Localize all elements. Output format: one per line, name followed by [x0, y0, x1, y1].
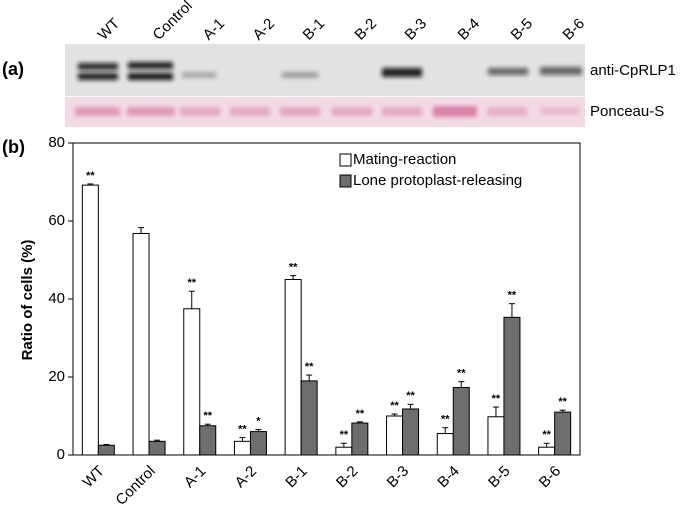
y-tick-label: 20 — [48, 368, 65, 385]
bar — [148, 440, 166, 456]
x-tick-label: WT — [79, 463, 108, 492]
blot-row-label: anti-CpRLP1 — [590, 62, 676, 79]
x-tick-label: B-4 — [434, 463, 463, 492]
x-tick-label: B-3 — [384, 463, 413, 492]
significance-label: ** — [305, 361, 314, 373]
significance-label: ** — [238, 423, 247, 435]
y-tick-label: 60 — [48, 212, 65, 229]
bar — [284, 279, 302, 456]
x-tick-label: A-1 — [181, 463, 210, 492]
lane-label: B-1 — [300, 15, 329, 44]
bar — [97, 444, 115, 456]
significance-label: ** — [390, 400, 399, 412]
significance-label: ** — [406, 390, 415, 402]
significance-label: ** — [203, 410, 212, 422]
x-tick-label: B-2 — [333, 463, 362, 492]
significance-label: ** — [356, 408, 365, 420]
legend-swatch — [339, 174, 352, 188]
bar — [554, 411, 572, 456]
bar — [335, 446, 353, 456]
significance-label: * — [256, 416, 261, 428]
y-tick-label: 80 — [48, 134, 65, 151]
x-tick-label: B-5 — [485, 463, 514, 492]
bar — [487, 416, 505, 456]
bar — [503, 316, 521, 456]
panel-label: (b) — [2, 137, 25, 157]
bar — [249, 431, 267, 456]
legend-swatch — [339, 153, 352, 167]
lane-label: B-3 — [402, 15, 431, 44]
x-tick-label: Control — [112, 463, 158, 509]
legend-label: Mating-reaction — [353, 151, 456, 168]
significance-label: ** — [542, 429, 551, 441]
bar — [538, 446, 556, 456]
significance-label: ** — [289, 262, 298, 274]
bar — [183, 308, 201, 456]
y-tick-label: 0 — [57, 446, 65, 463]
significance-label: ** — [340, 429, 349, 441]
y-tick-label: 40 — [48, 290, 65, 307]
lane-label: B-6 — [560, 15, 589, 44]
significance-label: ** — [492, 393, 501, 405]
bar — [386, 415, 404, 456]
bar — [351, 422, 369, 456]
y-axis-label: Ratio of cells (%) — [19, 240, 36, 361]
legend-label: Lone protoplast-releasing — [353, 172, 522, 189]
bar — [199, 425, 217, 456]
lane-label: WT — [95, 15, 124, 44]
x-tick-label: A-2 — [232, 463, 261, 492]
lane-label: Control — [150, 0, 196, 44]
bar — [300, 380, 318, 456]
bar — [452, 387, 470, 456]
bar — [402, 408, 420, 456]
lane-label: A-1 — [200, 15, 229, 44]
lane-label: B-2 — [352, 15, 381, 44]
western-blot — [65, 44, 585, 127]
bar — [233, 440, 251, 456]
bar — [81, 184, 99, 456]
x-tick-label: B-1 — [282, 463, 311, 492]
x-tick-label: B-6 — [536, 463, 565, 492]
significance-label: ** — [441, 414, 450, 426]
lane-label: B-5 — [508, 15, 537, 44]
bar — [132, 232, 150, 456]
lane-label: A-2 — [250, 15, 279, 44]
significance-label: ** — [457, 368, 466, 380]
panel-label: (a) — [2, 59, 24, 79]
significance-label: ** — [508, 290, 517, 302]
significance-label: ** — [187, 277, 196, 289]
significance-label: ** — [86, 170, 95, 182]
significance-label: ** — [558, 396, 567, 408]
blot-row-label: Ponceau-S — [590, 103, 664, 120]
bar — [436, 433, 454, 456]
lane-label: B-4 — [455, 15, 484, 44]
